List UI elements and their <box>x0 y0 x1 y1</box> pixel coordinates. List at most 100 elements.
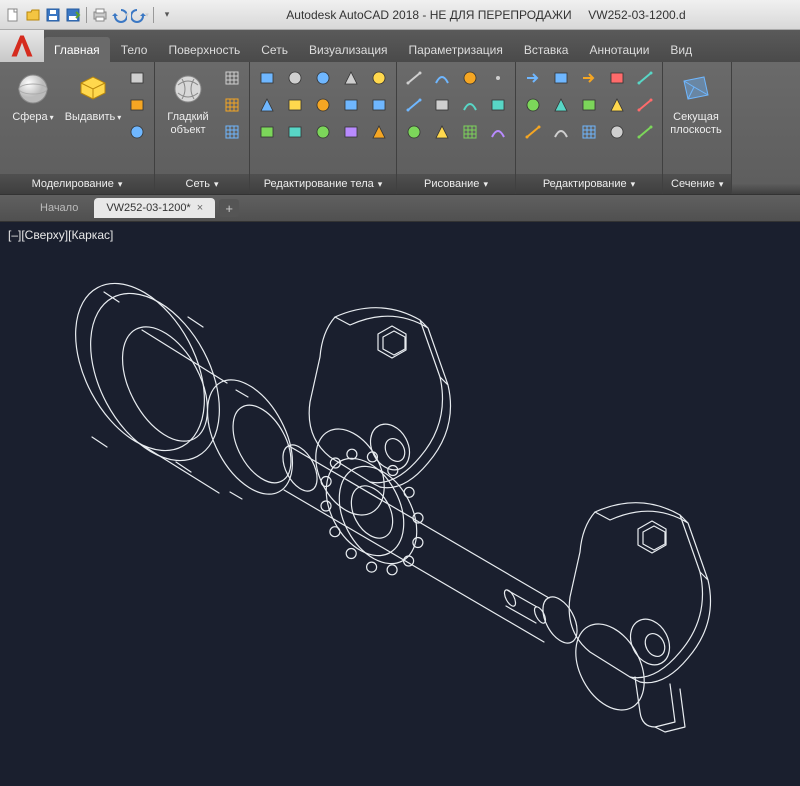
qat-undo-icon[interactable]: ▾ <box>111 6 129 24</box>
presspull-button[interactable] <box>124 92 150 118</box>
slice-button[interactable] <box>338 65 364 91</box>
chevron-down-icon: ▾ <box>483 179 488 190</box>
stretch-button[interactable] <box>576 65 602 91</box>
mesh1-button[interactable] <box>219 65 245 91</box>
ribbon: Сфера▾ Выдавить▾ Моделирование▾ Гладкийобъе… <box>0 62 800 194</box>
mesh3-button[interactable] <box>219 119 245 145</box>
ribbon-tab-Параметризация[interactable]: Параметризация <box>399 37 513 62</box>
mirror-button[interactable] <box>548 92 574 118</box>
helix-button[interactable] <box>485 119 511 145</box>
qat-save-icon[interactable] <box>44 6 62 24</box>
chevron-down-icon: ▾ <box>378 179 383 190</box>
explode-button[interactable] <box>604 92 630 118</box>
qat-redo-icon[interactable]: ▾ <box>131 6 149 24</box>
viewport[interactable]: [–][Сверху][Каркас] <box>0 222 800 786</box>
subtract-button[interactable] <box>310 92 336 118</box>
fillet-button[interactable] <box>548 119 574 145</box>
union-button[interactable] <box>310 65 336 91</box>
revolve-button[interactable] <box>124 119 150 145</box>
thicken-button[interactable] <box>338 92 364 118</box>
taperf-button[interactable] <box>254 92 280 118</box>
intersect-button[interactable] <box>310 119 336 145</box>
join-button[interactable] <box>632 119 658 145</box>
title-file: VW252-03-1200.d <box>588 8 685 22</box>
qat-plot-icon[interactable] <box>91 6 109 24</box>
big-btn-label: Секущаяплоскость <box>670 111 721 136</box>
ribbon-tab-Главная[interactable]: Главная <box>44 37 110 62</box>
hatch-button[interactable] <box>457 119 483 145</box>
app-title: Autodesk AutoCAD 2018 - НЕ ДЛЯ ПЕРЕПРОДА… <box>176 8 796 22</box>
panel-title-Редактирование тела[interactable]: Редактирование тела▾ <box>250 174 396 194</box>
qat-dropdown-icon[interactable]: ▾ <box>158 6 176 24</box>
qat-separator <box>86 7 87 23</box>
pline-button[interactable] <box>401 92 427 118</box>
qat-separator <box>153 7 154 23</box>
color1-button[interactable] <box>254 119 280 145</box>
document-tabs: Начало VW252-03-1200* × + <box>0 194 800 222</box>
ellipse-button[interactable] <box>457 65 483 91</box>
arc-button[interactable] <box>429 65 455 91</box>
doc-tab[interactable]: VW252-03-1200* × <box>94 198 215 218</box>
ribbon-tab-Вид[interactable]: Вид <box>660 37 702 62</box>
ribbon-tabs: ГлавнаяТелоПоверхностьСетьВизуализацияПа… <box>44 30 703 62</box>
panel-title-Сечение[interactable]: Сечение▾ <box>663 174 731 194</box>
ribbon-tab-Визуализация[interactable]: Визуализация <box>299 37 398 62</box>
add-tab-button[interactable]: + <box>219 199 239 217</box>
close-icon[interactable]: × <box>197 202 203 214</box>
doc-tab[interactable]: Начало <box>28 198 90 218</box>
mesh2-button[interactable] <box>219 92 245 118</box>
sphere-button[interactable]: Сфера▾ <box>4 65 62 126</box>
chamfer3d-button[interactable] <box>366 119 392 145</box>
offset2-button[interactable] <box>604 119 630 145</box>
fillet3d-button[interactable] <box>366 92 392 118</box>
move-button[interactable] <box>520 65 546 91</box>
chevron-down-icon: ▾ <box>631 179 636 190</box>
panel-title-Сеть[interactable]: Сеть▾ <box>155 174 249 194</box>
color2-button[interactable] <box>282 119 308 145</box>
title-app: Autodesk AutoCAD 2018 - НЕ ДЛЯ ПЕРЕПРОДА… <box>286 8 571 22</box>
extrudef-button[interactable] <box>254 65 280 91</box>
extrude-button[interactable]: Выдавить▾ <box>64 65 122 126</box>
ribbon-tab-Вставка[interactable]: Вставка <box>514 37 579 62</box>
polysolid-button[interactable] <box>124 65 150 91</box>
big-btn-label: Сфера▾ <box>12 111 53 124</box>
rotate-button[interactable] <box>520 92 546 118</box>
separate-button[interactable] <box>282 92 308 118</box>
panel-title-label: Сеть <box>186 178 210 190</box>
scale-button[interactable] <box>576 92 602 118</box>
qat-new-icon[interactable] <box>4 6 22 24</box>
doc-tab-label: VW252-03-1200* <box>106 202 190 214</box>
shell-button[interactable] <box>282 65 308 91</box>
line-button[interactable] <box>401 65 427 91</box>
imprint-button[interactable] <box>338 119 364 145</box>
offset-button[interactable] <box>366 65 392 91</box>
big-btn-label: Выдавить▾ <box>65 111 122 124</box>
big-btn-label: Гладкийобъект <box>167 111 208 136</box>
array-button[interactable] <box>576 119 602 145</box>
spline-button[interactable] <box>457 92 483 118</box>
panel-title-Редактирование[interactable]: Редактирование▾ <box>516 174 662 194</box>
erase-button[interactable] <box>604 65 630 91</box>
ribbon-tab-Сеть[interactable]: Сеть <box>251 37 298 62</box>
app-logo[interactable] <box>0 30 44 62</box>
point-button[interactable] <box>485 65 511 91</box>
ribbon-tab-Тело[interactable]: Тело <box>111 37 158 62</box>
ribbon-tab-Поверхность[interactable]: Поверхность <box>158 37 250 62</box>
circle-button[interactable] <box>401 119 427 145</box>
copy-button[interactable] <box>548 65 574 91</box>
poly-button[interactable] <box>429 119 455 145</box>
panel-Моделирование: Сфера▾ Выдавить▾ Моделирование▾ <box>0 62 155 194</box>
rect-button[interactable] <box>429 92 455 118</box>
chevron-down-icon: ▾ <box>118 179 123 190</box>
ribbon-tab-Аннотации[interactable]: Аннотации <box>579 37 659 62</box>
panel-title-Моделирование[interactable]: Моделирование▾ <box>0 174 154 194</box>
align-button[interactable] <box>632 65 658 91</box>
section-button[interactable]: Секущаяплоскость <box>667 65 725 138</box>
qat-saveas-icon[interactable] <box>64 6 82 24</box>
region-button[interactable] <box>485 92 511 118</box>
break-button[interactable] <box>632 92 658 118</box>
smooth-button[interactable]: Гладкийобъект <box>159 65 217 138</box>
qat-open-icon[interactable] <box>24 6 42 24</box>
panel-title-Рисование[interactable]: Рисование▾ <box>397 174 515 194</box>
trim-button[interactable] <box>520 119 546 145</box>
